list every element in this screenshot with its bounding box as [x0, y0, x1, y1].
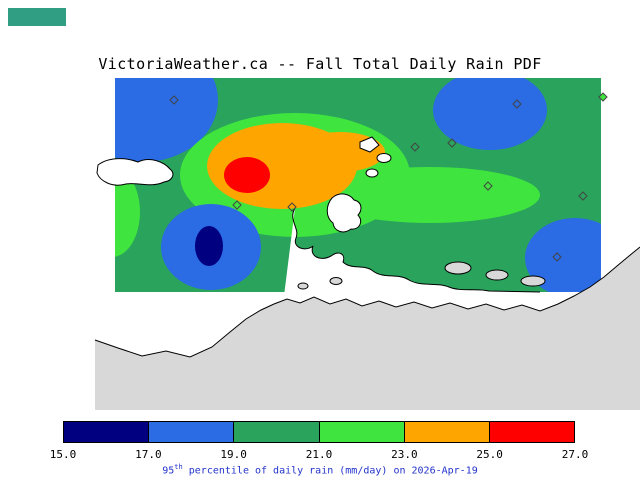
harbour-inlet-shape [326, 193, 362, 233]
station-marker-icon [287, 202, 297, 212]
strait-water [283, 208, 545, 304]
colorbar-tick-label: 23.0 [391, 448, 418, 461]
low-blob-nw-17-19 [115, 78, 218, 162]
harbour-island-2 [376, 153, 392, 163]
colorbar-ticks: 15.0 17.0 19.0 21.0 23.0 25.0 27.0 [50, 448, 589, 462]
station-marker-icon [552, 252, 562, 262]
colorbar-tick-label: 15.0 [49, 448, 77, 461]
caption-text: percentile of daily rain (mm/day) on 202… [182, 465, 478, 477]
station-marker-icon [483, 181, 493, 191]
us-land [95, 247, 640, 410]
station-marker-icon [598, 92, 608, 102]
station-marker-icon [410, 142, 420, 152]
station-markers [169, 92, 608, 262]
station-marker-icon [169, 95, 179, 105]
figure-title: VictoriaWeather.ca -- Fall Total Daily R… [98, 55, 542, 73]
strait-island-5 [520, 275, 546, 287]
figure-caption: 95th percentile of daily rain (mm/day) o… [0, 463, 640, 476]
colorbar-segment [233, 422, 319, 442]
harbour-island-3 [365, 168, 379, 178]
caption-superscript: th [174, 463, 183, 471]
corner-badge [8, 8, 66, 26]
colorbar-segment [488, 422, 575, 442]
harbour-island-1 [359, 136, 380, 153]
sooke-inlet-shape [96, 158, 174, 186]
colorbar-segment [64, 422, 149, 442]
colorbar-tick-label: 27.0 [561, 448, 589, 461]
min-core-15-17 [195, 226, 223, 266]
strait-island-3 [444, 261, 472, 275]
station-marker-icon [512, 99, 522, 109]
peak-core-25-27 [224, 157, 270, 193]
station-marker-icon [578, 191, 588, 201]
strait-island-4 [485, 269, 509, 281]
station-marker-icon [232, 200, 242, 210]
colorbar-segment [403, 422, 489, 442]
strait-island-1 [297, 282, 309, 290]
low-blob-se-17-19 [525, 218, 601, 292]
colorbar-tick-label: 25.0 [476, 448, 503, 461]
colorbar-segment [148, 422, 234, 442]
bc-coastline [292, 207, 541, 293]
colorbar-tick-label: 21.0 [305, 448, 333, 461]
us-coastline [94, 246, 640, 358]
band-west-21-23 [115, 167, 140, 257]
strait-island-2 [329, 277, 343, 285]
colorbar [63, 421, 575, 443]
low-blob-ne-17-19 [433, 78, 547, 150]
band-east-21-23 [320, 167, 540, 223]
caption-number: 95 [162, 465, 175, 477]
colorbar-tick-label: 17.0 [135, 448, 162, 461]
colorbar-tick-label: 19.0 [220, 448, 247, 461]
station-marker-icon [447, 138, 457, 148]
colorbar-segment [318, 422, 404, 442]
